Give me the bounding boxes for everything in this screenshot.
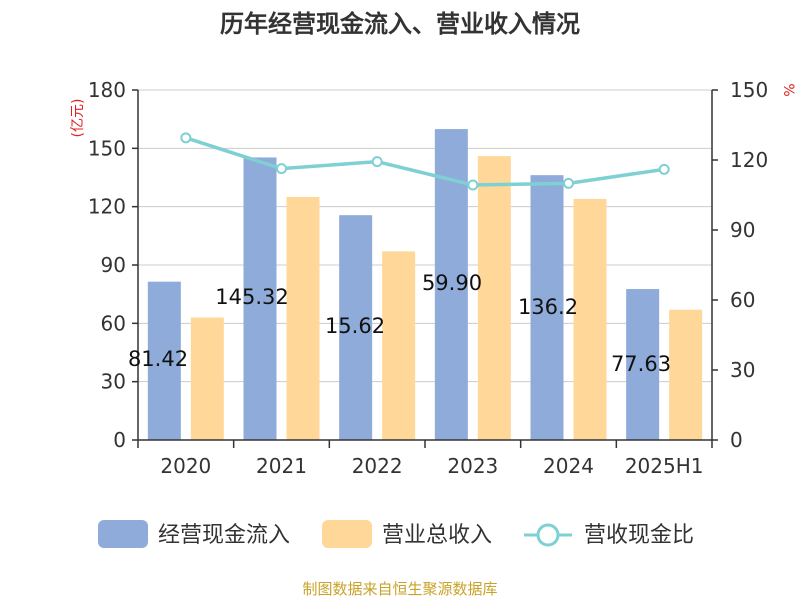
legend-label-cash-inflow: 经营现金流入 [158,523,290,548]
left-tick-label: 120 [88,195,126,219]
bar-revenue[interactable] [190,317,224,441]
bar-revenue[interactable] [382,251,416,440]
right-tick-label: 90 [730,218,755,242]
ratio-point[interactable] [467,179,479,191]
left-tick-label: 0 [113,428,126,452]
legend-item-cash-inflow[interactable]: 经营现金流入 [98,520,290,548]
bar-cash-inflow[interactable] [147,281,181,440]
legend: 经营现金流入 营业总收入 营收现金比 [98,520,694,548]
ratio-point[interactable] [563,177,574,189]
left-tick-label: 150 [88,136,126,160]
chart-title: 历年经营现金流入、营业收入情况 [220,10,580,38]
source-note: 制图数据来自恒生聚源数据库 [302,580,497,598]
right-axis-unit: % [780,83,796,96]
bar-revenue[interactable] [477,156,511,440]
left-tick-label: 30 [101,370,126,394]
bars [147,129,703,441]
bar-cash-inflow[interactable] [339,215,373,440]
left-tick-label: 90 [101,253,126,277]
x-tick-label: 2025H1 [625,454,704,478]
ratio-line-group [180,132,670,191]
ratio-line [185,136,665,187]
bar-revenue[interactable] [669,309,703,440]
data-label-cash-inflow: 77.63 [611,352,671,376]
x-tick-label: 2024 [543,454,594,478]
right-tick-label: 60 [730,288,755,312]
right-tick-label: 0 [730,428,743,452]
x-tick-label: 2022 [352,454,403,478]
left-tick-label: 180 [88,78,126,102]
bar-revenue[interactable] [286,196,320,440]
legend-label-ratio: 营收现金比 [584,523,694,548]
x-tick-label: 2023 [447,454,498,478]
data-label-cash-inflow: 145.32 [215,285,288,309]
ratio-point[interactable] [276,163,287,175]
bar-revenue[interactable] [573,198,607,440]
x-tick-label: 2021 [256,454,307,478]
bar-cash-inflow[interactable] [626,289,660,440]
right-tick-label: 150 [730,78,768,102]
x-tick-label: 2020 [160,454,211,478]
gridlines [138,89,712,383]
legend-swatch-cash-inflow [98,520,148,548]
left-axis-unit: (亿元) [70,99,86,138]
data-label-cash-inflow: 15.62 [325,314,385,338]
legend-label-revenue: 营业总收入 [382,523,492,548]
left-tick-label: 60 [101,311,126,335]
legend-item-ratio[interactable]: 营收现金比 [524,523,694,548]
legend-swatch-revenue [322,520,372,548]
data-label-cash-inflow: 59.90 [422,271,482,295]
legend-marker-ratio [536,523,560,547]
legend-item-revenue[interactable]: 营业总收入 [322,520,492,548]
ratio-point[interactable] [371,156,383,168]
bar-cash-inflow[interactable] [243,157,277,440]
right-tick-label: 120 [730,148,768,172]
data-label-cash-inflow: 81.42 [128,347,188,371]
data-label-cash-inflow: 136.2 [518,295,578,319]
bar-cash-inflow[interactable] [530,175,564,440]
data-labels: 81.42 145.32 15.62 59.90 136.2 77.63 [128,271,671,376]
axes: 0 30 60 90 120 150 180 0 30 60 90 120 150 2020 2021 202… [88,78,768,478]
ratio-point[interactable] [658,163,670,175]
right-tick-label: 30 [730,358,755,382]
ratio-point[interactable] [180,132,192,144]
